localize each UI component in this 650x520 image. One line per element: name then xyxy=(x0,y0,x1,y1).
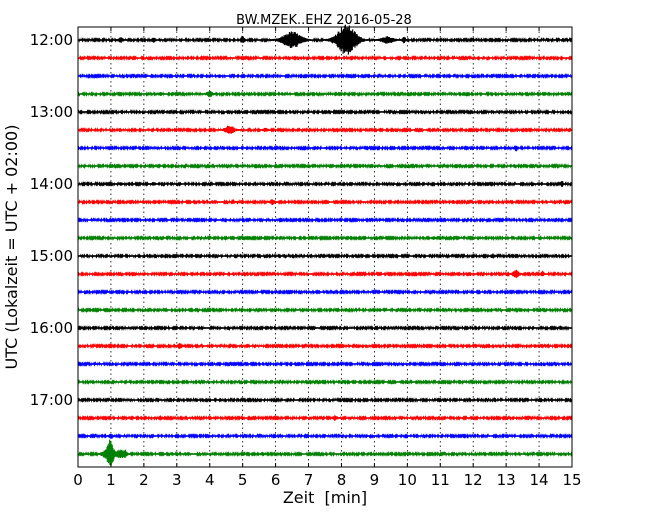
x-axis-label: Zeit [min] xyxy=(283,488,367,507)
trace-line xyxy=(77,235,573,241)
x-tick-label: 5 xyxy=(238,471,248,489)
y-tick-label: 15:00 xyxy=(30,247,73,265)
plot-frame xyxy=(77,26,573,468)
trace-line xyxy=(77,199,573,206)
x-tick-label: 6 xyxy=(271,471,281,489)
x-tick-label: 0 xyxy=(73,471,83,489)
y-tick-label: 13:00 xyxy=(30,103,73,121)
trace-line xyxy=(77,125,573,134)
x-tick-label: 11 xyxy=(431,471,450,489)
trace-line xyxy=(77,397,573,403)
trace-line xyxy=(77,90,573,98)
x-tick-label: 7 xyxy=(304,471,314,489)
trace-line xyxy=(77,269,573,278)
trace-line xyxy=(77,145,573,152)
trace-line xyxy=(77,433,573,439)
chart-title: BW.MZEK..EHZ 2016-05-28 xyxy=(236,13,412,28)
trace-line xyxy=(77,73,573,79)
x-tick-label: 4 xyxy=(205,471,215,489)
x-tick-label: 12 xyxy=(464,471,483,489)
trace-line xyxy=(77,55,573,61)
trace-line xyxy=(77,325,573,331)
trace-line xyxy=(77,361,573,367)
trace-line xyxy=(77,307,573,313)
y-tick-label: 16:00 xyxy=(30,319,73,337)
y-tick-label: 14:00 xyxy=(30,175,73,193)
trace-line xyxy=(77,253,573,259)
y-tick-label: 17:00 xyxy=(30,391,73,409)
x-tick-label: 14 xyxy=(530,471,549,489)
trace-line xyxy=(77,109,573,115)
trace-line xyxy=(77,217,573,223)
trace-line xyxy=(77,379,573,385)
trace-line xyxy=(77,439,573,466)
y-axis-label: UTC (Lokalzeit = UTC + 02:00) xyxy=(2,125,21,370)
trace-line xyxy=(77,180,573,188)
x-tick-label: 15 xyxy=(562,471,581,489)
trace-line xyxy=(77,343,573,349)
x-tick-label: 1 xyxy=(106,471,116,489)
x-tick-label: 8 xyxy=(337,471,347,489)
x-tick-label: 9 xyxy=(370,471,380,489)
trace-line xyxy=(77,289,573,295)
trace-line xyxy=(77,163,573,169)
x-tick-label: 3 xyxy=(172,471,182,489)
x-tick-label: 2 xyxy=(139,471,149,489)
trace-line xyxy=(77,24,573,55)
x-tick-label: 10 xyxy=(398,471,417,489)
x-tick-label: 13 xyxy=(497,471,516,489)
x-axis: 0 1 2 3 4 5 6 7 8 9 10 11 12 13 14 15 xyxy=(73,27,582,489)
trace-line xyxy=(77,415,573,421)
y-axis: 12:00 13:00 14:00 15:00 16:00 17:00 xyxy=(30,31,572,409)
y-tick-label: 12:00 xyxy=(30,31,73,49)
traces xyxy=(77,24,573,466)
